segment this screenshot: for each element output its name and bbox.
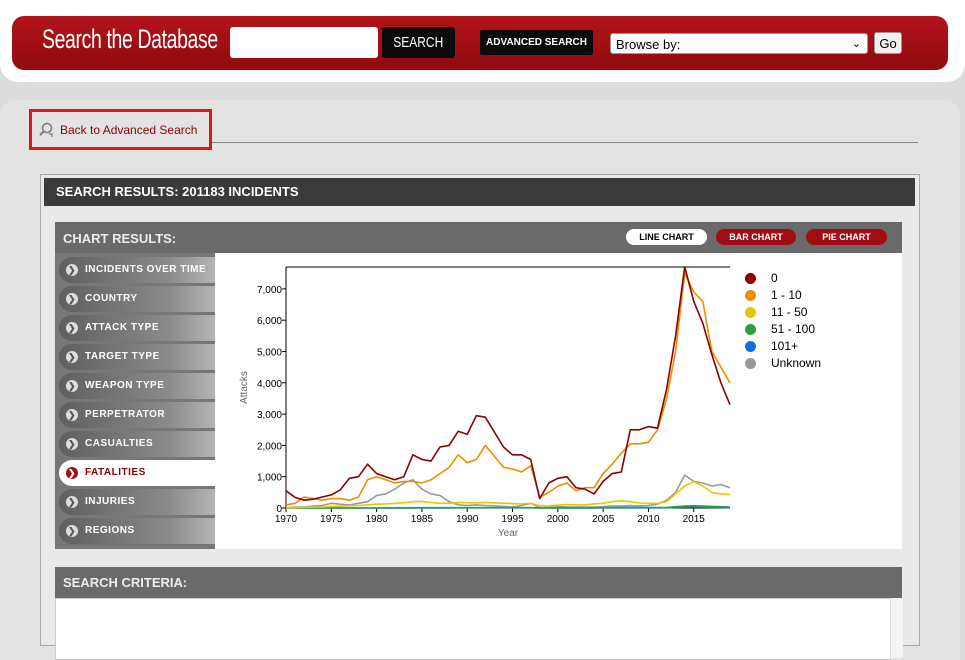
sidebar-item-attack-type[interactable]: ❯ ATTACK TYPE [59,315,215,341]
back-link-label: Back to Advanced Search [60,123,198,137]
y-tick-label: 3,000 [257,410,282,421]
chart-category-sidebar: ❯ INCIDENTS OVER TIME ❯ COUNTRY ❯ ATTACK TYPE… [55,253,215,549]
y-tick-label: 5,000 [257,348,282,359]
x-tick-label: 1990 [456,514,479,525]
sidebar-item-label: PERPETRATOR [85,409,166,420]
results-title: SEARCH RESULTS: 201183 INCIDENTS [44,178,915,206]
search-criteria-title: SEARCH CRITERIA: [55,567,902,598]
search-button-label: SEARCH [393,34,444,51]
arrow-right-icon: ❯ [66,525,78,537]
sidebar-item-label: INJURIES [85,496,136,507]
series-line-11-50 [285,480,731,509]
sidebar-item-label: FATALITIES [85,467,146,478]
arrow-right-icon: ❯ [66,322,78,334]
main-content: Back to Advanced Search SEARCH RESULTS: … [0,100,960,660]
y-tick-label: 6,000 [257,316,282,327]
x-tick-label: 1975 [320,514,343,525]
arrow-right-icon: ❯ [66,409,78,421]
legend-swatch [745,273,756,284]
chart-panel: CHART RESULTS: LINE CHART BAR CHART PIE … [55,222,902,549]
arrow-right-icon: ❯ [66,438,78,450]
arrow-right-icon: ❯ [66,293,78,305]
x-tick-label: 2015 [683,514,706,525]
y-tick-label: 0 [276,504,282,515]
legend-swatch [745,341,756,352]
y-axis-label: Attacks [239,371,250,404]
sidebar-item-injuries[interactable]: ❯ INJURIES [59,489,215,515]
legend-label: 0 [771,271,778,285]
sidebar-item-target-type[interactable]: ❯ TARGET TYPE [59,344,215,370]
search-banner: Search the Database SEARCH ADVANCED SEAR… [12,16,948,70]
legend-swatch [745,324,756,335]
y-tick-label: 2,000 [257,441,282,452]
top-header: Search the Database SEARCH ADVANCED SEAR… [0,0,965,82]
arrow-right-icon: ❯ [66,380,78,392]
browse-by-value: Browse by: [616,37,681,52]
sidebar-item-label: TARGET TYPE [85,351,160,362]
arrow-right-icon: ❯ [66,351,78,363]
x-tick-label: 2000 [547,514,570,525]
sidebar-item-regions[interactable]: ❯ REGIONS [59,518,215,544]
arrow-right-icon: ❯ [66,264,78,276]
legend-label: 1 - 10 [771,288,802,302]
line-chart: 0 1,000 2,000 3,000 4,000 5,000 6,000 7,000 1970… [239,266,731,539]
legend-swatch [745,290,756,301]
back-link-highlight: Back to Advanced Search [29,109,212,150]
x-tick-label: 1985 [411,514,434,525]
divider [212,142,918,143]
legend-label: 11 - 50 [771,305,808,319]
legend-label: 101+ [771,339,799,353]
sidebar-item-label: WEAPON TYPE [85,380,165,391]
search-criteria-body [55,598,891,660]
x-tick-label: 1980 [365,514,388,525]
series-line-0 [285,266,731,501]
advanced-search-button[interactable]: ADVANCED SEARCH [480,30,593,55]
legend-swatch [745,358,756,369]
y-tick-label: 4,000 [257,379,282,390]
legend-label: 51 - 100 [771,322,816,336]
sidebar-item-label: INCIDENTS OVER TIME [85,264,207,275]
chart-results-title: CHART RESULTS: [63,231,177,246]
back-to-advanced-search-link[interactable]: Back to Advanced Search [39,122,198,137]
page-title: Search the Database [42,24,218,54]
criteria-scrollbar[interactable] [890,598,903,658]
search-input[interactable] [230,27,378,58]
sidebar-item-casualties[interactable]: ❯ CASUALTIES [59,431,215,457]
chevron-down-icon: ⌄ [851,38,861,50]
sidebar-item-label: COUNTRY [85,293,138,304]
sidebar-item-incidents-over-time[interactable]: ❯ INCIDENTS OVER TIME [59,257,215,283]
sidebar-item-perpetrator[interactable]: ❯ PERPETRATOR [59,402,215,428]
legend-label: Unknown [771,356,822,370]
y-tick-label: 7,000 [257,285,282,296]
sidebar-item-weapon-type[interactable]: ❯ WEAPON TYPE [59,373,215,399]
x-tick-label: 1970 [275,514,298,525]
y-tick-label: 1,000 [257,473,282,484]
plot-area [286,267,730,508]
series-line-1-10 [285,272,731,506]
results-panel: SEARCH RESULTS: 201183 INCIDENTS CHART R… [40,174,920,660]
x-tick-label: 2010 [637,514,660,525]
tab-bar-chart[interactable]: BAR CHART [716,229,796,245]
sidebar-item-label: CASUALTIES [85,438,154,449]
chart-header: CHART RESULTS: LINE CHART BAR CHART PIE … [55,222,902,253]
browse-by-select[interactable]: Browse by: ⌄ [610,33,868,54]
search-button[interactable]: SEARCH [382,27,455,58]
tab-line-chart[interactable]: LINE CHART [626,229,707,245]
tab-pie-chart[interactable]: PIE CHART [806,229,887,245]
x-tick-label: 1995 [501,514,524,525]
legend-swatch [745,307,756,318]
sidebar-item-fatalities[interactable]: ❯ FATALITIES [59,460,215,486]
arrow-right-icon: ❯ [66,496,78,508]
arrow-right-icon: ❯ [66,467,78,479]
sidebar-item-label: REGIONS [85,525,135,536]
x-tick-label: 2005 [592,514,615,525]
go-button[interactable]: Go [874,32,902,54]
sidebar-item-label: ATTACK TYPE [85,322,160,333]
sidebar-item-country[interactable]: ❯ COUNTRY [59,286,215,312]
series-line-51-100 [286,505,731,509]
x-axis-label: Year [498,528,519,539]
magnifier-back-icon [39,122,53,137]
